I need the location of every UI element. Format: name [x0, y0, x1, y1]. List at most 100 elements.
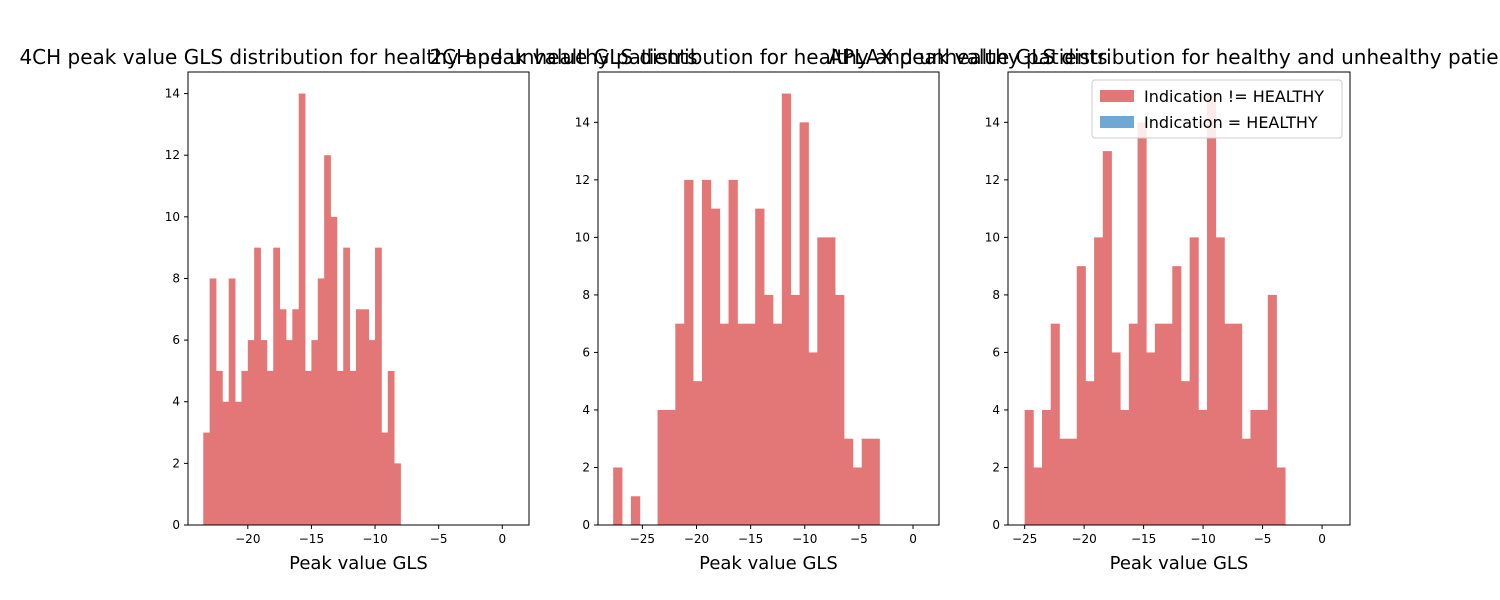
histogram-bar — [273, 247, 281, 525]
y-tick-label: 4 — [992, 403, 1000, 417]
histogram-bar — [675, 323, 685, 525]
x-tick-label: −25 — [630, 532, 655, 546]
histogram-bar — [772, 323, 783, 525]
histogram-bar — [693, 381, 703, 525]
y-tick-label: 6 — [992, 345, 1000, 359]
x-tick-label: −5 — [1254, 532, 1272, 546]
histogram-bar — [1024, 409, 1034, 525]
chart-title: 2CH peak value GLS distribution for heal… — [429, 45, 1107, 69]
histogram-bar — [1267, 294, 1277, 525]
chart-panel-2: −25 −20 −15 −10 −5 0 0 2 4 6 8 10 12 14 Peak value GLS… — [429, 45, 1107, 574]
x-axis-label: Peak value GLS — [699, 553, 838, 574]
histogram-bar — [222, 401, 230, 525]
legend-label: Indication = HEALTHY — [1144, 113, 1318, 132]
histogram-bar — [1128, 323, 1138, 525]
histogram-bar — [203, 432, 211, 525]
histogram-bar — [1102, 151, 1112, 525]
y-tick-label: 0 — [582, 518, 590, 532]
histogram-bar — [343, 247, 350, 525]
histogram-bar — [1180, 381, 1191, 525]
y-tick-label: 2 — [582, 460, 590, 474]
histogram-bar — [279, 309, 287, 525]
histogram-bar — [305, 370, 312, 525]
histogram-bar — [1085, 381, 1095, 525]
histogram-bar — [292, 309, 300, 525]
legend: Indication != HEALTHY Indication = HEALTH… — [1091, 79, 1343, 139]
y-tick-label: 14 — [575, 115, 590, 129]
histogram-bar — [701, 179, 712, 526]
histogram-bar — [817, 237, 827, 525]
histogram-bar — [666, 409, 676, 525]
legend-swatch — [1100, 90, 1134, 102]
histogram-bar — [1250, 409, 1260, 525]
histogram-bar — [1172, 266, 1182, 525]
axes-frame — [1007, 71, 1351, 526]
histogram-bar — [235, 401, 242, 525]
histogram-bar — [1163, 323, 1173, 525]
histogram-bar — [260, 340, 268, 525]
x-tick-label: −25 — [1012, 532, 1037, 546]
histogram-bar — [394, 463, 401, 525]
histogram-bar — [349, 370, 357, 525]
histogram-bar — [1120, 409, 1130, 525]
y-tick-label: 2 — [172, 456, 180, 470]
histogram-bar — [826, 237, 836, 525]
histogram-bar — [228, 278, 236, 525]
histogram-bar — [1042, 409, 1052, 525]
chart-panel-1: −20 −15 −10 −5 0 0 2 4 6 8 10 12 14 Peak value GLS 4CH… — [19, 45, 697, 574]
histogram-bar — [375, 247, 382, 525]
histogram-bar — [311, 340, 319, 525]
histogram-bar — [209, 278, 217, 525]
histogram-bar — [381, 432, 389, 525]
chart-title: APLAX peak value GLS distribution for he… — [828, 45, 1500, 69]
histogram-bar — [764, 294, 774, 525]
histogram-bar — [852, 467, 863, 525]
legend-swatch — [1100, 116, 1134, 128]
y-tick-label: 8 — [992, 288, 1000, 302]
y-tick-label: 10 — [985, 230, 1000, 244]
y-tick-label: 14 — [165, 87, 180, 101]
histogram-bar — [254, 247, 261, 525]
y-tick-label: 10 — [165, 210, 180, 224]
histogram-bar — [746, 323, 756, 525]
histogram-bar — [843, 438, 854, 525]
histogram-bar — [790, 294, 800, 525]
histogram-bar — [298, 93, 306, 525]
histogram-bar — [1111, 352, 1121, 525]
histogram-bar — [1068, 438, 1078, 525]
histogram-bar — [324, 155, 331, 525]
histogram-bar — [719, 323, 729, 525]
y-tick-label: 10 — [575, 230, 590, 244]
histogram-bar — [1276, 467, 1286, 525]
histogram-bar — [368, 340, 376, 525]
histogram-bar — [317, 278, 325, 525]
chart-title: 4CH peak value GLS distribution for heal… — [19, 45, 697, 69]
histogram-bar — [710, 208, 721, 525]
histogram-bar — [1224, 323, 1234, 525]
y-tick-label: 12 — [575, 173, 590, 187]
histogram-bar — [613, 467, 623, 525]
y-tick-label: 6 — [172, 333, 180, 347]
histogram-bar — [870, 438, 880, 525]
histogram-bar — [1233, 323, 1243, 525]
y-tick-label: 14 — [985, 115, 1000, 129]
histogram-bar — [1146, 352, 1156, 525]
y-tick-label: 2 — [992, 460, 1000, 474]
y-tick-label: 12 — [985, 173, 1000, 187]
histogram-bar — [684, 179, 694, 526]
histogram-bar — [737, 323, 747, 525]
y-tick-label: 12 — [165, 148, 180, 162]
y-tick-label: 6 — [582, 345, 590, 359]
x-tick-label: −15 — [299, 532, 324, 546]
legend-label: Indication != HEALTHY — [1144, 87, 1324, 106]
x-tick-label: −5 — [430, 532, 448, 546]
x-tick-label: −20 — [684, 532, 709, 546]
histogram-bar — [387, 370, 395, 525]
x-tick-label: −15 — [1131, 532, 1156, 546]
histogram-bar — [1215, 237, 1225, 525]
histogram-bar — [835, 294, 845, 525]
histogram-bar — [808, 352, 818, 525]
histogram-bar — [861, 438, 871, 525]
histogram-bar — [355, 309, 363, 525]
